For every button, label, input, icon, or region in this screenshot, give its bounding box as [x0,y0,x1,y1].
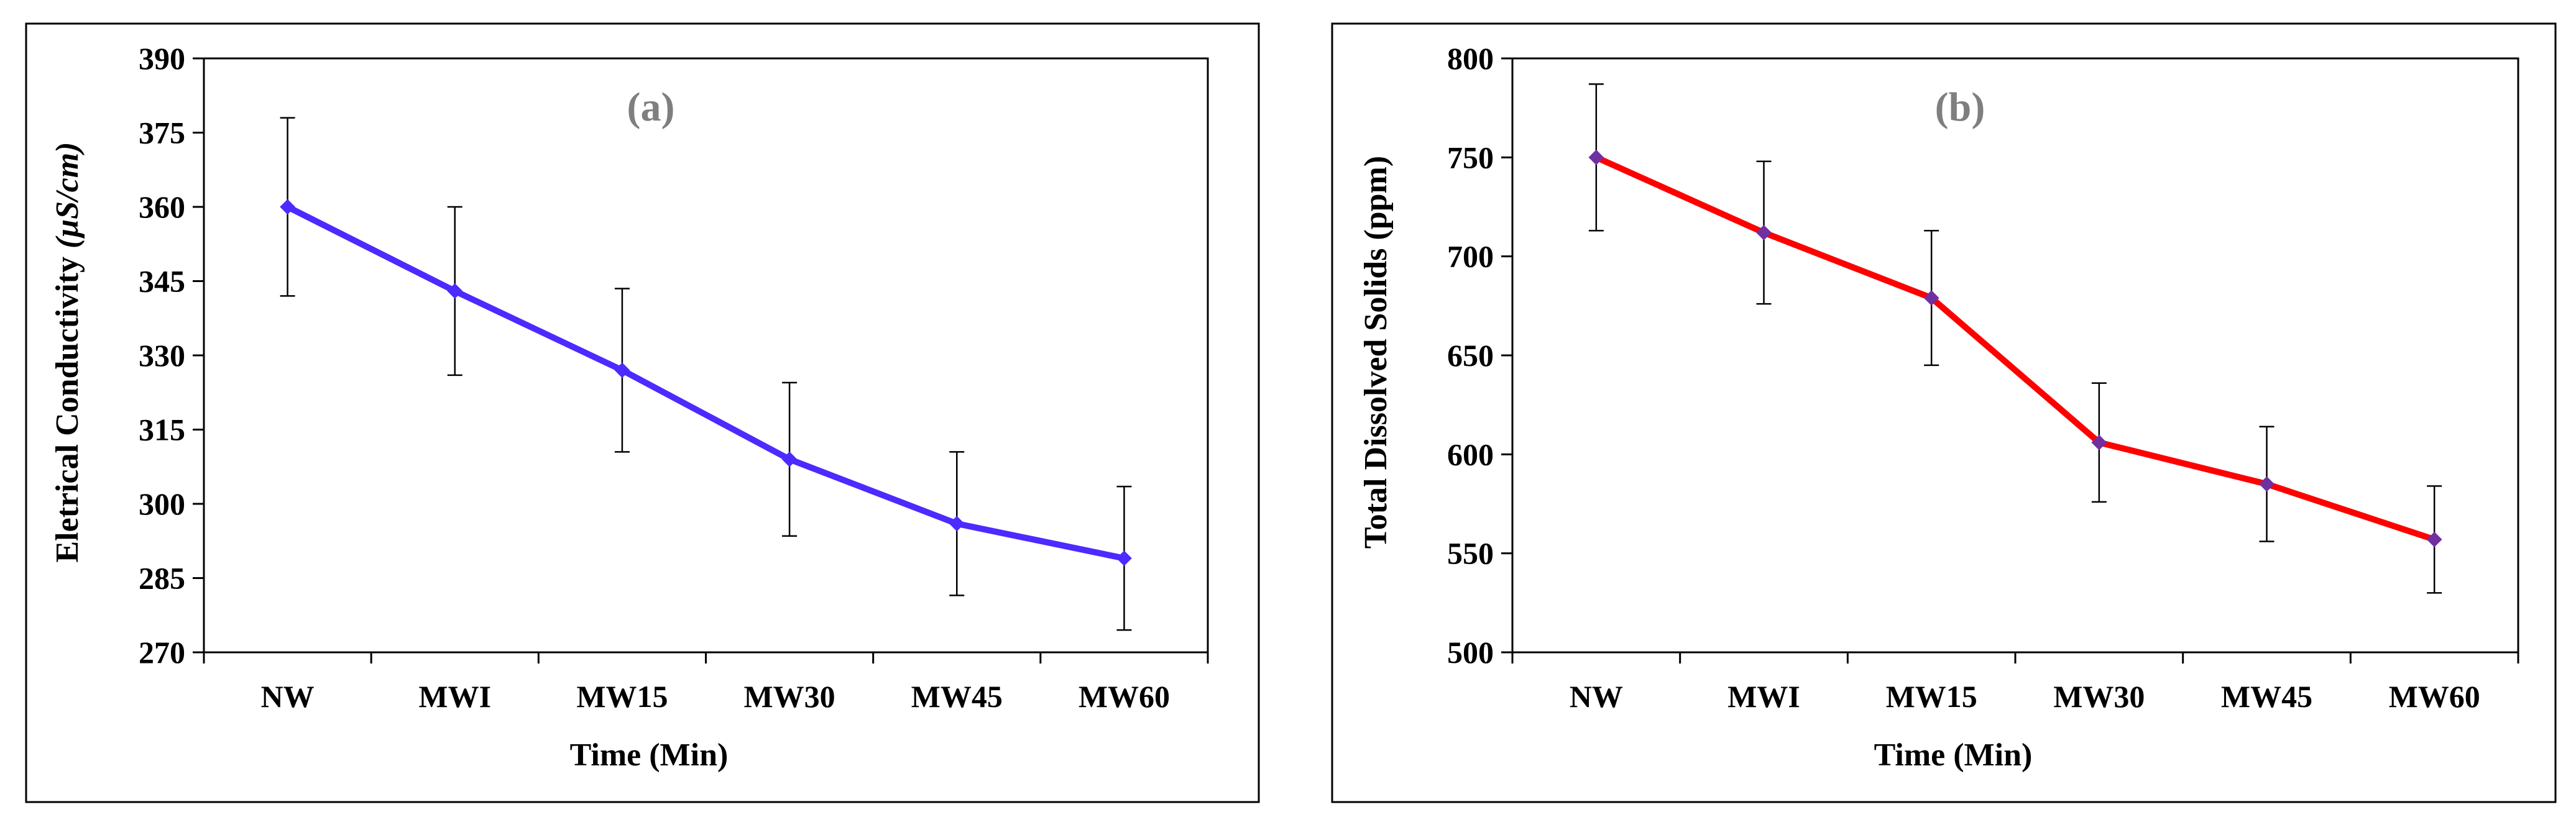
chart-b-x-tick-label: MW30 [2053,679,2145,714]
chart-b-data-point [1588,149,1604,165]
chart-a: (a) 270 285 300 315 330 345 360 375 390 NW MWI MW15… [25,22,1260,803]
chart-b-x-tick-label: MW15 [1886,679,1977,714]
chart-b-x-axis-label: Time (Min) [1874,737,2033,773]
chart-a-x-tick-label: NW [261,679,315,714]
chart-b-data-point [1756,225,1772,240]
chart-a-frame [25,22,1260,803]
chart-a-y-tick-label: 390 [139,41,185,76]
chart-b-data-point [2426,531,2442,547]
chart-a-x-tick-label: MW15 [576,679,668,714]
chart-b: (b) 500 550 600 650 700 750 800 NW MWI MW15 MW30 MW… [1331,22,2557,803]
chart-a-x-tick-label: MW30 [743,679,835,714]
chart-a-data-point [280,199,295,215]
chart-a-y-tick-label: 345 [139,264,185,299]
chart-b-y-tick-label: 500 [1447,635,1494,670]
chart-b-y-axis-label: Total Dissolved Solids (ppm) [1358,156,1394,549]
chart-a-y-tick-label: 360 [139,189,185,224]
chart-a-x-tick-label: MW60 [1079,679,1170,714]
chart-a-y-tick-label: 315 [139,413,185,447]
chart-a-y-tick-label: 375 [139,116,185,150]
chart-a-y-tick-label: 270 [139,635,185,670]
chart-b-x-tick-label: MW60 [2389,679,2480,714]
chart-a-y-axis-label-unit: (µS/cm) [50,142,85,249]
chart-b-y-tick-label: 550 [1447,536,1494,571]
chart-a-y-tick-label: 330 [139,338,185,373]
chart-b-y-tick-label: 650 [1447,338,1494,373]
chart-a-data-point [447,283,463,299]
chart-a-plot: 270 285 300 315 330 345 360 375 390 NW MWI MW15 MW30… [139,41,1209,714]
chart-b-plot: 500 550 600 650 700 750 800 NW MWI MW15 MW30 MW45 MW… [1447,41,2519,714]
chart-a-y-axis-label-main: Eletrical Conductivity [50,249,85,563]
chart-a-y-tick-label: 285 [139,561,185,596]
chart-a-x-tick-label: MWI [418,679,491,714]
chart-b-frame [1331,22,2557,803]
chart-a-x-tick-label: MW45 [911,679,1003,714]
chart-a-y-axis-label: Eletrical Conductivity (µS/cm) [50,142,85,562]
chart-b-x-tick-label: NW [1570,679,1623,714]
chart-b-y-tick-label: 750 [1447,140,1494,175]
chart-b-x-tick-label: MW45 [2221,679,2312,714]
chart-b-y-tick-label: 700 [1447,239,1494,274]
chart-a-panel-label: (a) [627,84,675,130]
chart-b-y-tick-label: 800 [1447,41,1494,76]
chart-a-data-point [614,362,630,378]
chart-b-y-axis-label-main: Total Dissolved Solids (ppm) [1358,156,1394,549]
chart-a-series-line [284,204,1128,562]
chart-a-data-point [949,516,965,532]
chart-b-data-point [2091,434,2107,450]
chart-b-series-line [1593,154,2438,543]
chart-a-x-axis-label: Time (Min) [570,737,729,773]
chart-a-y-tick-label: 300 [139,486,185,521]
chart-b-x-tick-label: MWI [1727,679,1800,714]
chart-b-data-point [2259,476,2275,492]
chart-a-data-point [781,451,798,467]
chart-b-data-point [1923,290,1939,306]
chart-b-y-tick-label: 600 [1447,437,1494,472]
chart-b-panel-label: (b) [1935,84,1985,130]
chart-a-data-point [1116,550,1132,567]
